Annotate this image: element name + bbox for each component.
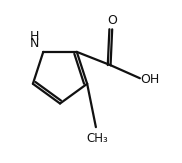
Text: N: N [30, 37, 39, 50]
Text: H: H [30, 30, 39, 43]
Text: CH₃: CH₃ [87, 132, 108, 145]
Text: OH: OH [141, 73, 160, 86]
Text: O: O [107, 14, 117, 27]
